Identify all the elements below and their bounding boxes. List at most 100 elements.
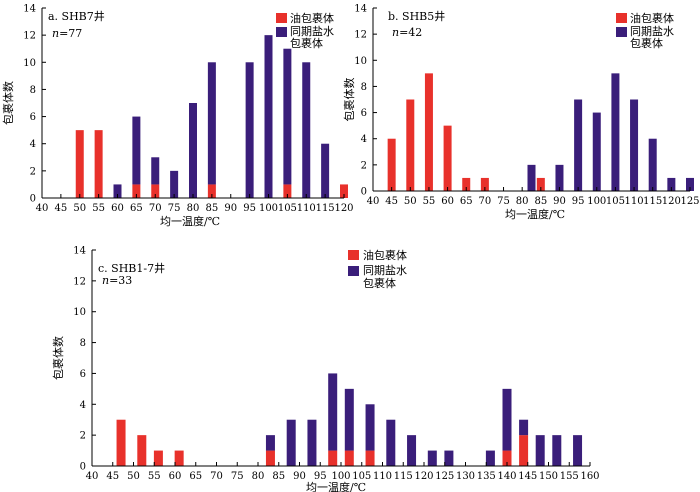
x-axis-label-a: 均一温度/℃ <box>160 214 220 228</box>
n-label-a: n=77 <box>52 27 82 40</box>
x-tick-label-a-7: 75 <box>168 203 181 214</box>
bar-a-brine-9 <box>264 35 273 199</box>
x-tick-label-c-5: 65 <box>189 471 202 482</box>
bar-c-oil-7 <box>328 450 338 466</box>
x-tick-label-c-10: 90 <box>293 471 306 482</box>
y-tick-label-a-1: 2 <box>30 166 36 177</box>
bar-b-brine-10 <box>592 112 601 191</box>
bar-b-brine-9 <box>574 99 583 191</box>
legend-a: 油包裹体 同期盐水 包裹体 <box>276 11 334 50</box>
bar-c-brine-11 <box>407 435 417 466</box>
bar-b-oil-0 <box>387 138 396 191</box>
y-tick-label-c-2: 4 <box>80 400 86 411</box>
bar-c-oil-1 <box>137 435 147 466</box>
x-tick-label-b-9: 85 <box>534 196 547 207</box>
bar-c-brine-10 <box>386 419 396 466</box>
bar-c-brine-5 <box>286 419 296 466</box>
x-tick-label-b-0: 40 <box>367 196 380 207</box>
x-tick-label-c-9: 85 <box>272 471 285 482</box>
n-label-c: n=33 <box>102 274 132 287</box>
x-tick-label-a-14: 110 <box>297 203 316 214</box>
panel-title-a: a. SHB7井 <box>48 9 105 23</box>
x-tick-label-c-2: 50 <box>127 471 140 482</box>
bar-c-brine-4 <box>265 435 275 451</box>
bar-a-oil-0 <box>75 130 84 198</box>
y-tick-label-c-7: 14 <box>73 246 86 257</box>
x-tick-label-b-17: 125 <box>680 196 699 207</box>
bar-c-brine-18 <box>552 435 562 466</box>
legend-c: 油包裹体 同期盐水 包裹体 <box>348 248 407 290</box>
bar-b-brine-13 <box>648 138 657 191</box>
bar-a-brine-10 <box>283 48 292 185</box>
bar-c-brine-15 <box>502 388 512 451</box>
bar-c-brine-19 <box>573 435 583 466</box>
legend-c-brine-label-1: 同期盐水 <box>363 264 407 277</box>
x-tick-label-c-11: 95 <box>314 471 327 482</box>
legend-a-brine-label-2: 包裹体 <box>290 36 323 50</box>
x-tick-label-c-7: 75 <box>231 471 244 482</box>
x-tick-label-b-2: 50 <box>404 196 417 207</box>
x-tick-label-b-3: 55 <box>423 196 436 207</box>
bar-c-brine-9 <box>365 404 375 451</box>
x-axis-label-b: 均一温度/℃ <box>505 207 565 221</box>
bar-b-brine-11 <box>611 73 620 191</box>
y-tick-label-c-0: 0 <box>80 462 86 473</box>
legend-b-brine-swatch <box>616 27 627 37</box>
bar-a-brine-2 <box>113 184 122 198</box>
bar-c-oil-8 <box>344 450 354 466</box>
x-tick-label-a-10: 90 <box>224 203 237 214</box>
legend-a-oil-swatch <box>276 13 287 23</box>
bar-b-oil-4 <box>462 177 471 191</box>
x-tick-label-c-4: 60 <box>169 471 182 482</box>
y-tick-label-a-0: 0 <box>30 194 36 205</box>
y-axis-label-a: 包裹体数 <box>1 81 15 125</box>
bar-c-brine-17 <box>535 435 545 466</box>
bar-a-brine-11 <box>302 62 311 199</box>
y-tick-label-a-2: 4 <box>30 139 36 150</box>
x-tick-label-b-4: 60 <box>441 196 454 207</box>
x-tick-label-a-3: 55 <box>92 203 105 214</box>
y-tick-label-a-6: 12 <box>23 31 36 42</box>
bar-a-oil-1 <box>94 130 103 198</box>
y-tick-label-b-3: 6 <box>361 108 367 119</box>
y-tick-label-c-3: 6 <box>80 369 86 380</box>
x-tick-label-b-12: 100 <box>587 196 606 207</box>
x-tick-label-a-5: 65 <box>130 203 143 214</box>
x-tick-label-c-16: 120 <box>414 471 433 482</box>
bar-b-brine-8 <box>555 164 564 191</box>
bar-c-brine-6 <box>307 419 317 466</box>
x-tick-label-c-21: 145 <box>518 471 537 482</box>
x-tick-label-c-15: 115 <box>394 471 413 482</box>
legend-a-oil-label: 油包裹体 <box>290 11 334 25</box>
bar-b-oil-3 <box>443 125 452 191</box>
legend-c-oil-swatch <box>348 250 359 260</box>
x-tick-label-c-8: 80 <box>252 471 265 482</box>
x-tick-label-a-15: 115 <box>316 203 335 214</box>
x-tick-label-c-18: 130 <box>456 471 475 482</box>
y-tick-label-b-2: 4 <box>361 134 367 145</box>
x-tick-label-c-6: 70 <box>210 471 223 482</box>
x-tick-label-a-8: 80 <box>187 203 200 214</box>
bar-c-brine-13 <box>444 450 454 466</box>
x-tick-label-b-10: 90 <box>553 196 566 207</box>
x-tick-label-a-2: 50 <box>73 203 86 214</box>
y-tick-label-a-5: 10 <box>23 58 36 69</box>
legend-c-oil-label: 油包裹体 <box>363 248 407 262</box>
x-tick-label-b-11: 95 <box>572 196 585 207</box>
bar-a-oil-4 <box>151 184 160 198</box>
bar-b-oil-7 <box>536 177 545 191</box>
x-tick-label-c-1: 45 <box>106 471 119 482</box>
bar-b-oil-1 <box>406 99 415 191</box>
x-tick-label-a-13: 105 <box>278 203 297 214</box>
y-tick-label-a-7: 14 <box>23 4 36 15</box>
legend-b-oil-swatch <box>616 13 627 23</box>
x-tick-label-a-1: 45 <box>55 203 68 214</box>
y-tick-label-b-4: 8 <box>361 82 367 93</box>
y-tick-label-b-7: 14 <box>354 4 367 15</box>
y-tick-label-b-1: 2 <box>361 160 367 171</box>
y-tick-label-c-4: 8 <box>80 338 86 349</box>
bar-b-brine-15 <box>686 177 694 191</box>
legend-b-brine-label-2: 包裹体 <box>630 36 663 50</box>
y-tick-label-b-5: 10 <box>354 56 367 67</box>
bar-a-brine-3 <box>132 116 141 185</box>
